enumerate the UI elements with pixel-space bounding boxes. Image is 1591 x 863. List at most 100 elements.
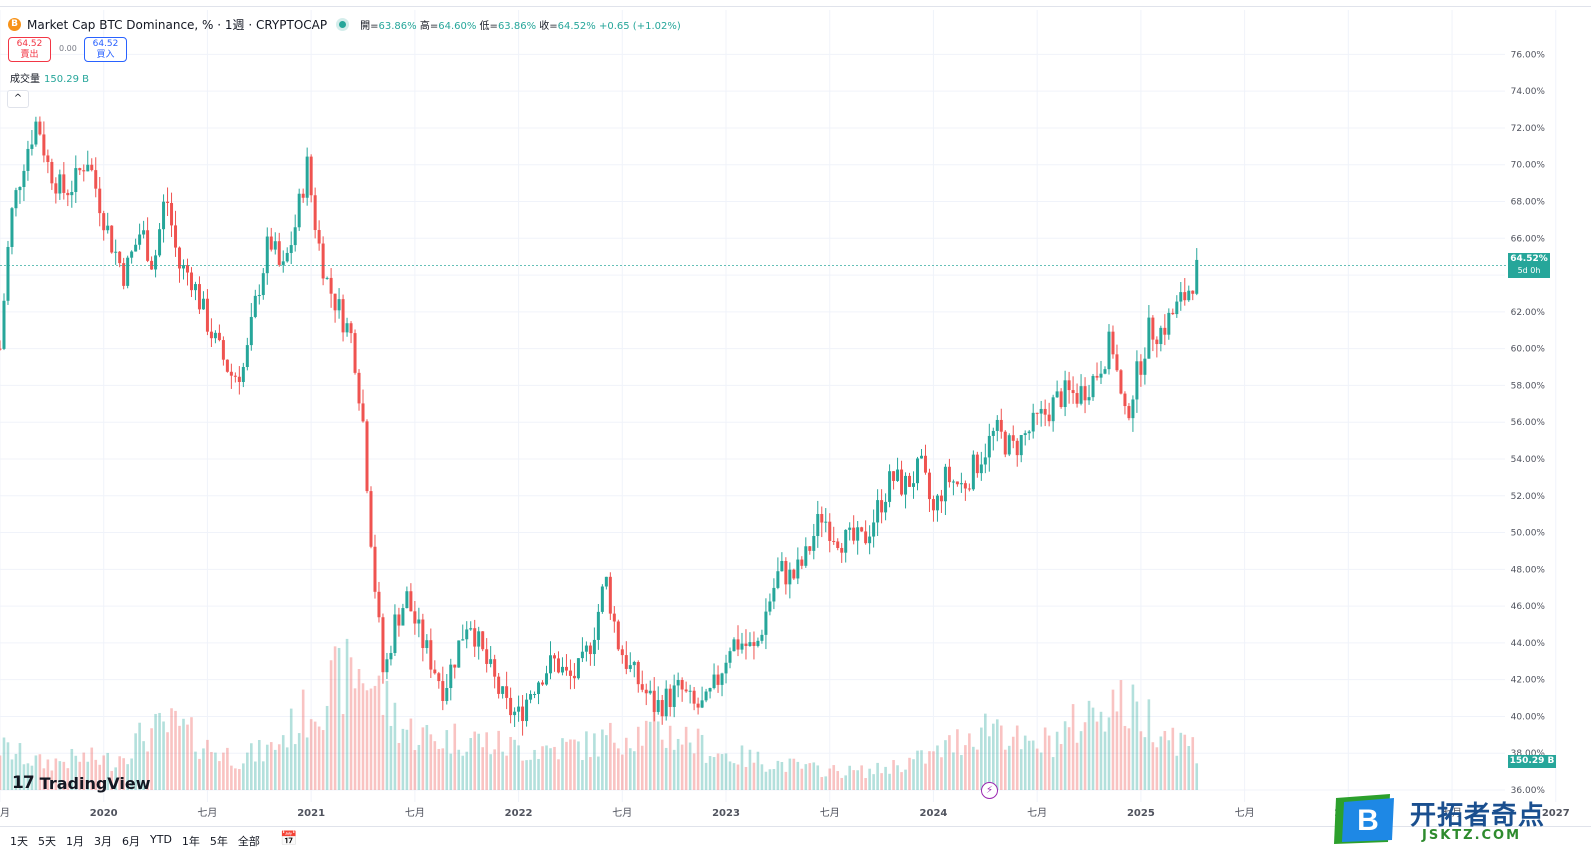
candle-body[interactable] [692,690,696,704]
candle-body[interactable] [664,688,668,717]
candle-body[interactable] [313,195,317,231]
candle-body[interactable] [1159,327,1163,345]
candle-body[interactable] [1163,327,1167,335]
candle-body[interactable] [345,323,349,333]
candle-body[interactable] [1183,292,1187,301]
candle-body[interactable] [405,591,409,609]
candle-body[interactable] [429,640,433,670]
candle-body[interactable] [832,540,836,542]
range-button-6[interactable]: 1年 [181,835,200,848]
candle-body[interactable] [740,643,744,650]
candle-body[interactable] [1135,361,1139,400]
candle-body[interactable] [293,227,297,246]
candle-body[interactable] [1131,399,1135,419]
candle-body[interactable] [385,659,389,673]
candle-body[interactable] [321,243,325,279]
candle-body[interactable] [369,491,373,547]
candle-body[interactable] [249,316,253,346]
candle-body[interactable] [580,651,584,659]
candle-body[interactable] [560,666,564,673]
candle-body[interactable] [912,483,916,487]
candle-body[interactable] [995,419,999,431]
range-button-0[interactable]: 1天 [10,835,28,848]
candle-body[interactable] [728,651,732,663]
candle-body[interactable] [788,569,792,585]
range-button-8[interactable]: 全部 [237,835,260,848]
candle-body[interactable] [261,273,265,296]
candle-body[interactable] [708,688,712,692]
candle-body[interactable] [856,527,860,541]
candle-body[interactable] [656,700,660,712]
candle-body[interactable] [935,495,939,511]
candle-body[interactable] [158,229,162,256]
candle-body[interactable] [724,662,728,674]
candle-body[interactable] [620,649,624,656]
candle-body[interactable] [999,419,1003,432]
candle-body[interactable] [38,121,42,135]
candle-body[interactable] [748,642,752,647]
candle-body[interactable] [564,666,568,671]
candle-body[interactable] [1015,440,1019,456]
candle-body[interactable] [760,634,764,641]
candle-body[interactable] [393,614,397,654]
candle-body[interactable] [1103,369,1107,374]
candle-body[interactable] [178,247,182,269]
candle-body[interactable] [325,277,329,279]
candle-body[interactable] [138,234,142,245]
candle-body[interactable] [640,684,644,690]
range-button-7[interactable]: 5年 [209,835,228,848]
candle-body[interactable] [951,481,955,483]
candle-body[interactable] [309,156,313,196]
candle-body[interactable] [572,675,576,679]
candle-body[interactable] [852,527,856,541]
candle-body[interactable] [632,661,636,666]
candle-body[interactable] [1195,259,1199,294]
candle-body[interactable] [245,345,249,368]
candle-body[interactable] [796,559,800,579]
candle-body[interactable] [1011,435,1015,441]
candle-body[interactable] [305,156,309,198]
candle-body[interactable] [213,332,217,339]
candle-body[interactable] [377,591,381,618]
candle-body[interactable] [568,670,572,676]
candle-body[interactable] [421,619,425,649]
candle-body[interactable] [225,359,229,372]
candle-body[interactable] [86,164,90,172]
candle-body[interactable] [868,536,872,544]
candle-body[interactable] [453,664,457,668]
candle-body[interactable] [513,711,517,716]
candle-body[interactable] [441,681,445,701]
candle-body[interactable] [397,614,401,626]
candle-body[interactable] [373,546,377,592]
candle-body[interactable] [489,659,493,664]
candle-body[interactable] [896,469,900,481]
candle-body[interactable] [205,298,209,332]
candle-body[interactable] [987,435,991,458]
candle-body[interactable] [1139,361,1143,375]
candle-body[interactable] [1031,412,1035,432]
candle-body[interactable] [98,188,102,214]
candle-body[interactable] [66,192,70,196]
candle-body[interactable] [696,703,700,708]
candle-body[interactable] [549,655,553,674]
sell-button[interactable]: 64.52 賣出 [8,37,51,62]
candle-body[interactable] [1187,290,1191,301]
candle-body[interactable] [162,201,166,230]
candle-body[interactable] [1039,408,1043,414]
candle-body[interactable] [1167,312,1171,335]
candle-body[interactable] [1111,331,1115,355]
candle-body[interactable] [349,323,353,334]
candle-body[interactable] [277,241,281,265]
candle-body[interactable] [82,170,86,172]
candle-body[interactable] [525,699,529,722]
candle-body[interactable] [337,299,341,311]
candle-body[interactable] [576,658,580,679]
candle-body[interactable] [923,455,927,473]
candle-body[interactable] [1191,290,1195,294]
candle-body[interactable] [908,475,912,487]
candle-body[interactable] [106,225,110,231]
candle-body[interactable] [1075,393,1079,404]
lightning-icon[interactable]: ⚡ [981,782,998,799]
candle-body[interactable] [297,193,301,228]
candle-body[interactable] [150,260,154,270]
